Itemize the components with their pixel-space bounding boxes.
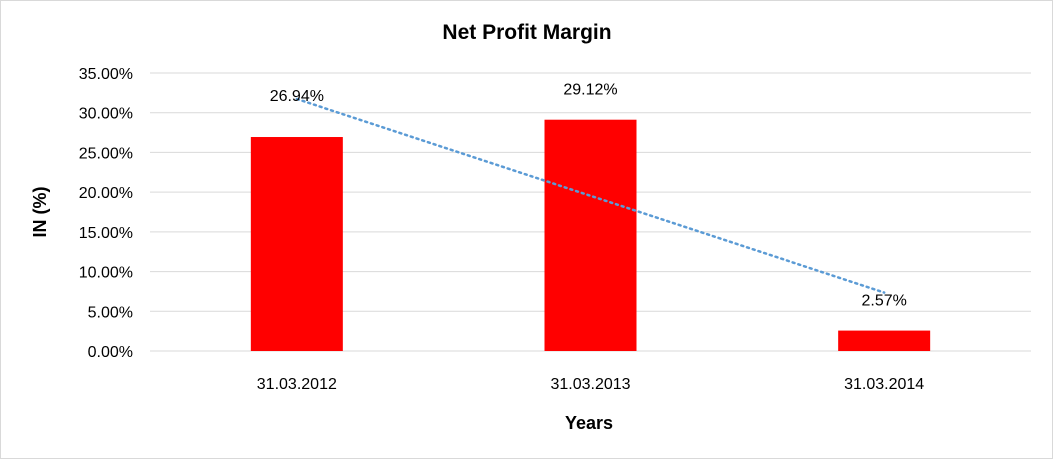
- chart-title: Net Profit Margin: [442, 21, 611, 44]
- x-axis-label: Years: [565, 413, 613, 433]
- bar: [250, 137, 343, 351]
- y-tick-label: 20.00%: [79, 185, 133, 202]
- y-axis-label: IN (%): [30, 187, 50, 238]
- y-tick-label: 0.00%: [88, 344, 133, 361]
- y-tick-label: 25.00%: [79, 145, 133, 162]
- y-tick-label: 5.00%: [88, 304, 133, 321]
- data-label: 2.57%: [861, 293, 906, 310]
- y-tick-label: 15.00%: [79, 225, 133, 242]
- bar: [838, 330, 931, 351]
- bar: [544, 119, 637, 351]
- y-tick-label: 10.00%: [79, 265, 133, 282]
- trendline: [295, 97, 886, 294]
- x-tick-label: 31.03.2012: [257, 376, 337, 393]
- y-tick-label: 30.00%: [79, 106, 133, 123]
- x-tick-label: 31.03.2014: [844, 376, 924, 393]
- x-tick-label: 31.03.2013: [550, 376, 630, 393]
- data-label: 26.94%: [270, 88, 324, 105]
- y-tick-label: 35.00%: [79, 66, 133, 83]
- data-label: 29.12%: [563, 82, 617, 99]
